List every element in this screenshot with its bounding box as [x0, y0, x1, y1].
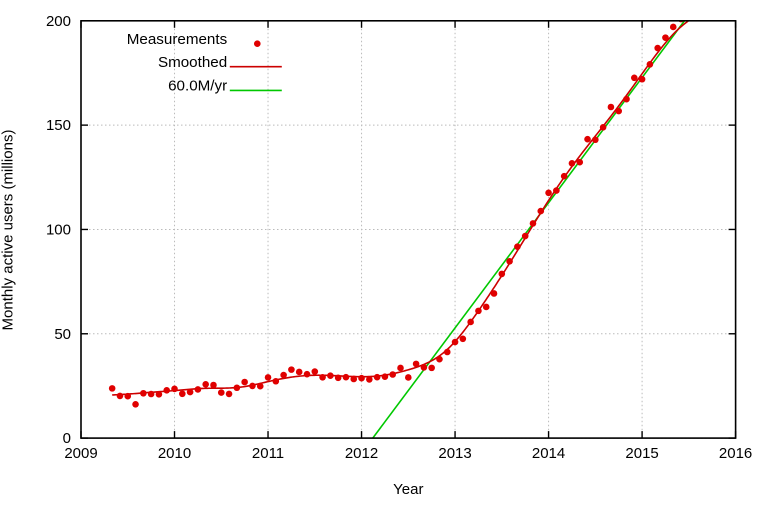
svg-text:2016: 2016	[719, 445, 752, 462]
svg-text:2015: 2015	[625, 445, 658, 462]
svg-text:2014: 2014	[532, 445, 565, 462]
svg-text:200: 200	[46, 13, 71, 30]
svg-text:150: 150	[46, 117, 71, 134]
svg-text:Measurements: Measurements	[127, 31, 228, 48]
svg-text:2009: 2009	[64, 445, 97, 462]
svg-text:Smoothed: Smoothed	[158, 54, 227, 71]
svg-text:50: 50	[54, 326, 71, 343]
svg-text:100: 100	[46, 221, 71, 238]
svg-text:2013: 2013	[438, 445, 471, 462]
svg-text:2011: 2011	[252, 445, 284, 462]
svg-text:2012: 2012	[345, 445, 378, 462]
svg-text:2010: 2010	[158, 445, 191, 462]
svg-text:0: 0	[63, 430, 71, 447]
svg-text:60.0M/yr: 60.0M/yr	[168, 78, 227, 95]
